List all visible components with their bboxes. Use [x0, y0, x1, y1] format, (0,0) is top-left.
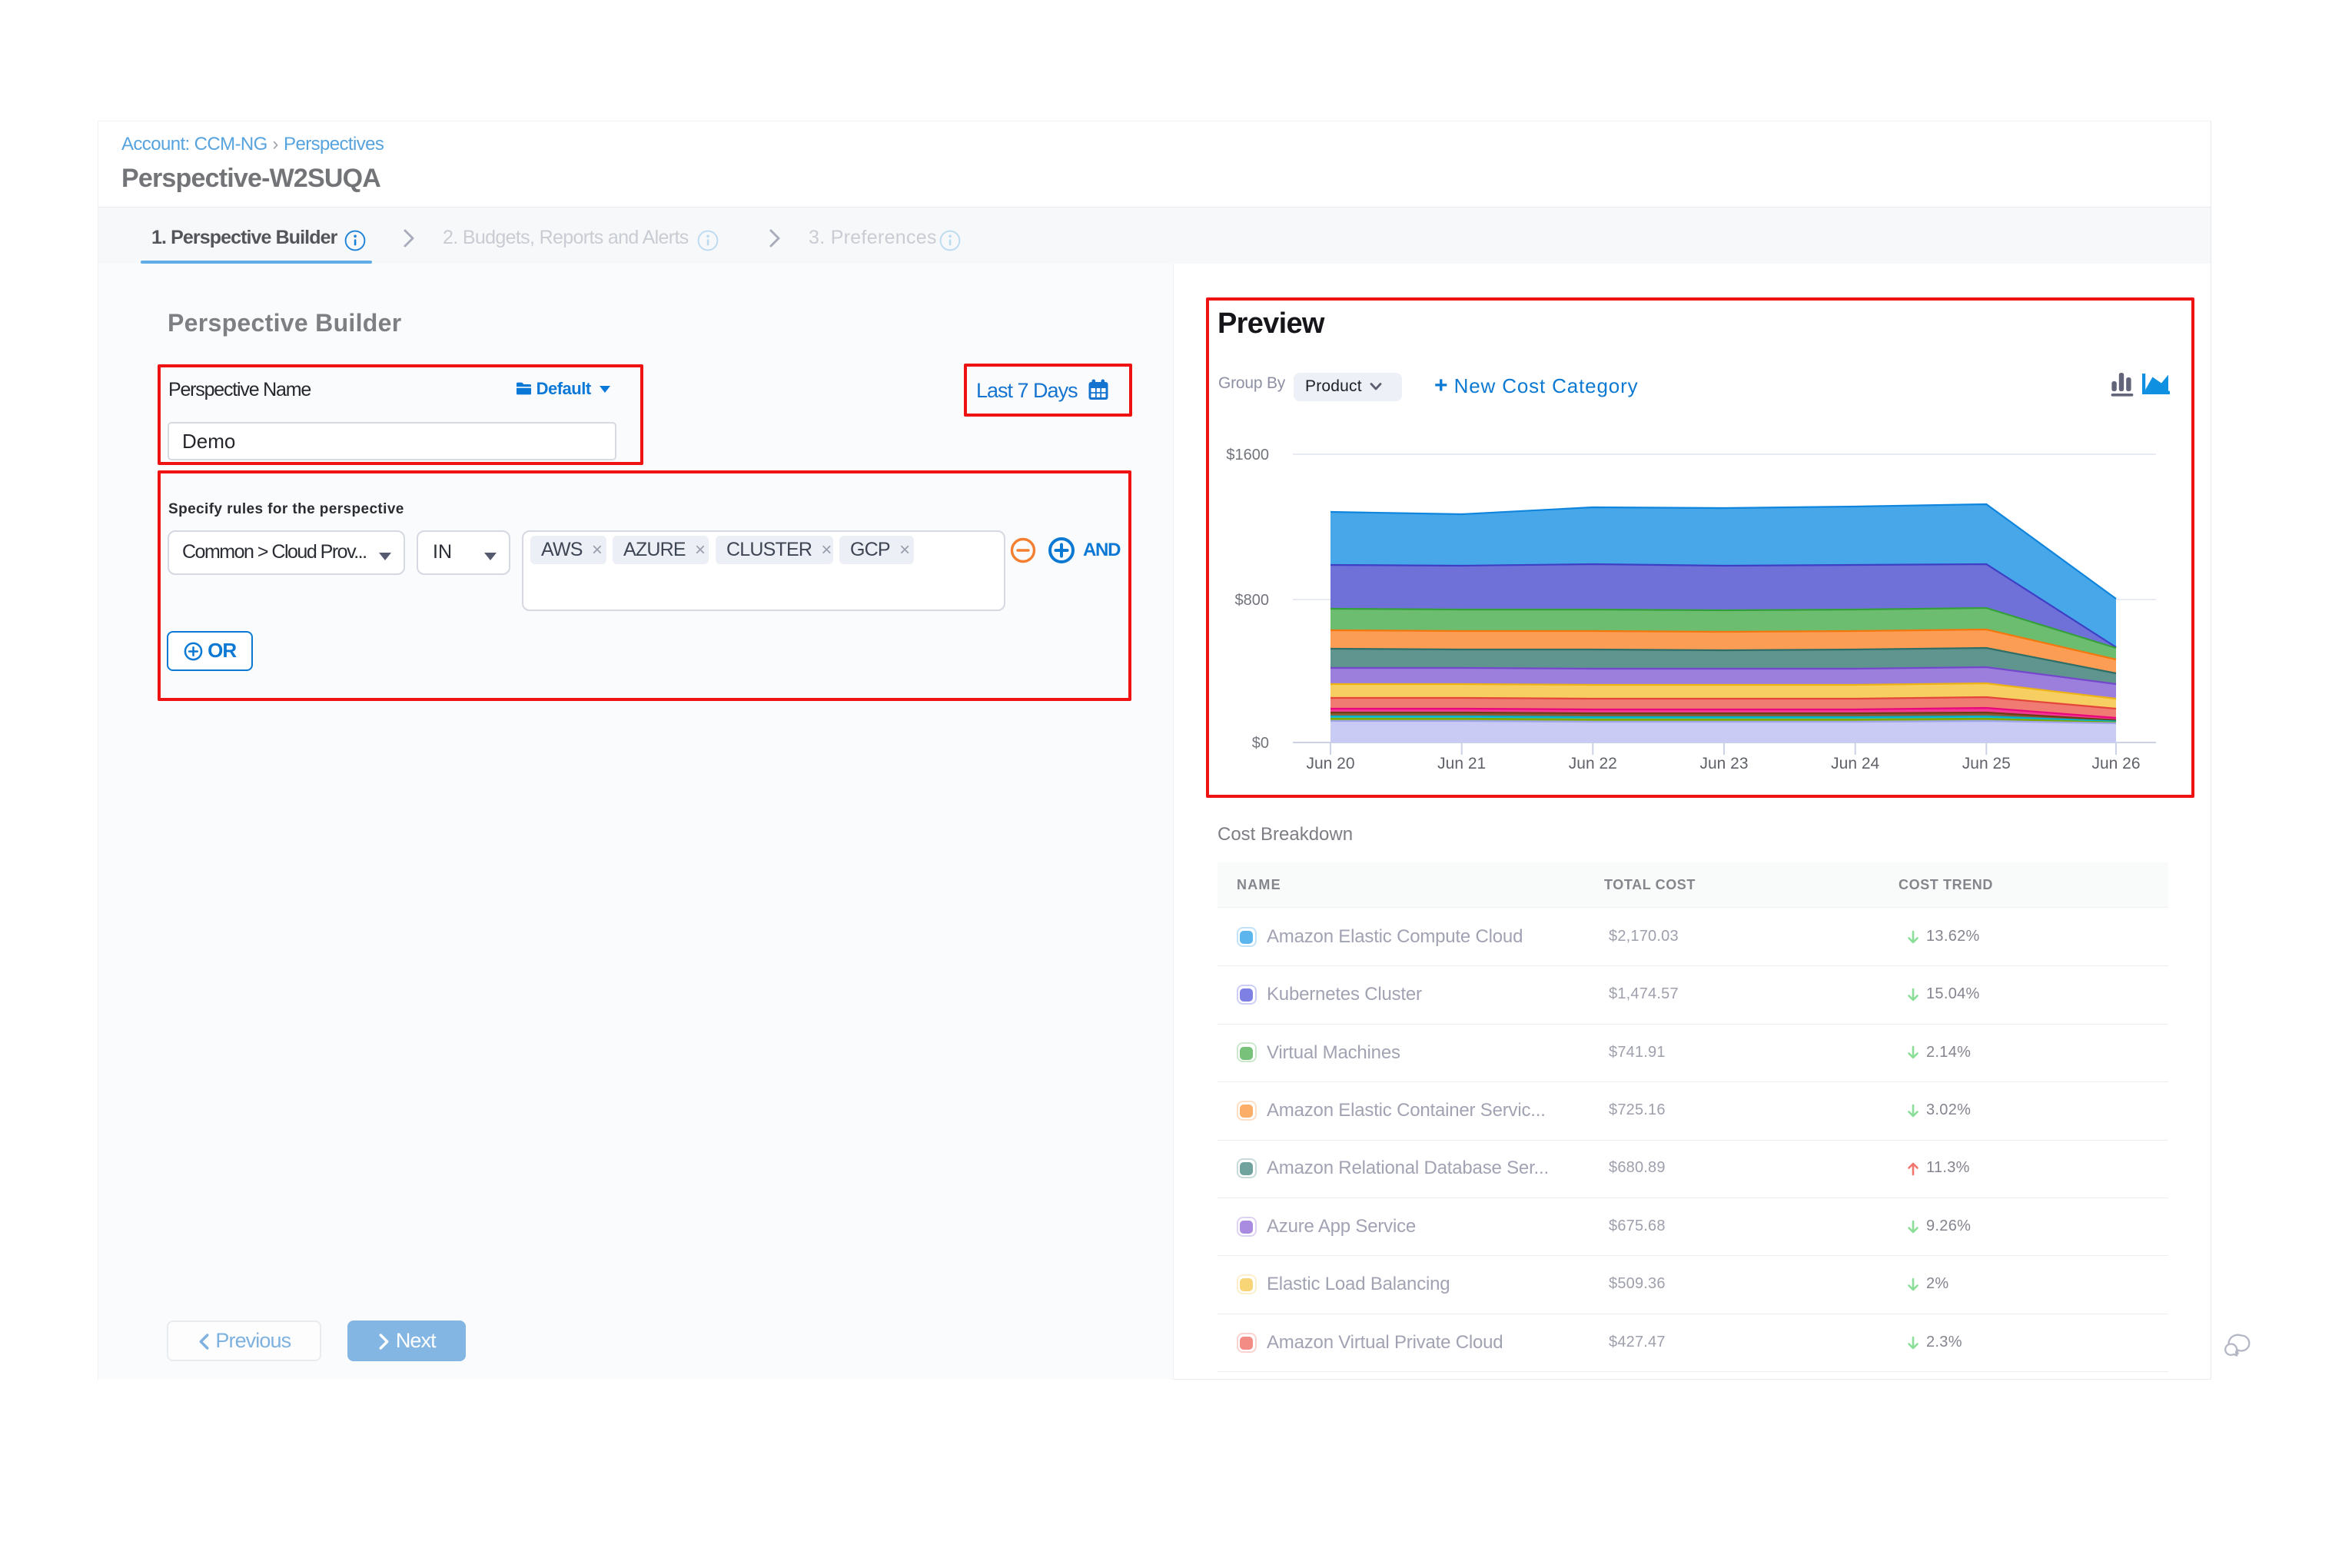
svg-text:$800: $800	[1235, 592, 1270, 609]
svg-text:$1600: $1600	[1226, 447, 1269, 463]
svg-text:Jun 25: Jun 25	[1962, 755, 2011, 772]
svg-text:Jun 21: Jun 21	[1437, 755, 1486, 772]
svg-text:Jun 24: Jun 24	[1831, 755, 1879, 772]
svg-text:Jun 22: Jun 22	[1569, 755, 1617, 772]
svg-text:Jun 26: Jun 26	[2091, 755, 2140, 772]
svg-text:$0: $0	[1252, 735, 1269, 752]
svg-text:Jun 20: Jun 20	[1306, 755, 1354, 772]
svg-text:Jun 23: Jun 23	[1699, 755, 1748, 772]
